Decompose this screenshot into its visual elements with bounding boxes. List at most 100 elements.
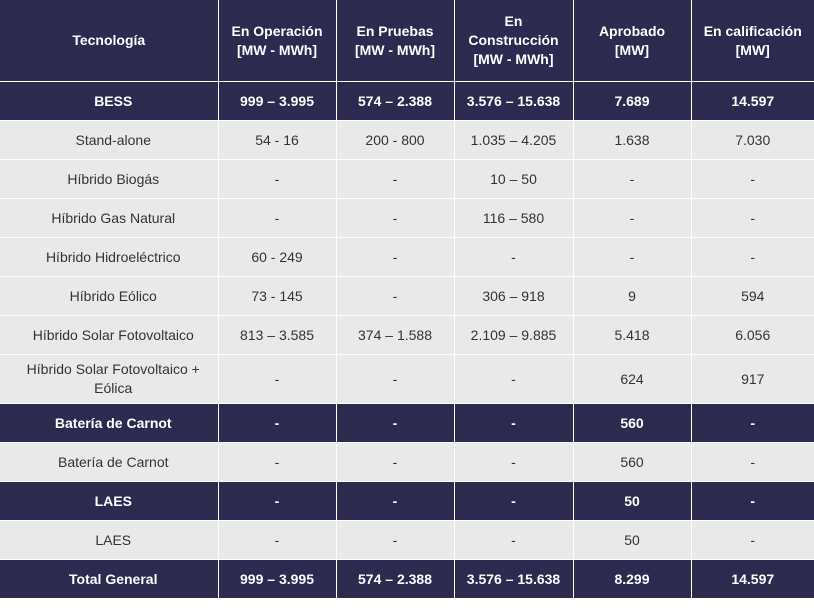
cell-under-construction: - [454,403,574,443]
header-in-qualification: En calificación [MW] [691,0,814,82]
table-row: Híbrido Biogás - - 10 – 50 - - [0,159,814,199]
cell-approved: 1.638 [573,120,692,160]
cell-in-testing: - [336,403,455,443]
cell-in-testing: - [336,159,455,199]
header-technology: Tecnología [0,0,219,82]
cell-in-operation: - [218,198,337,238]
cell-under-construction: - [454,442,574,482]
cell-in-qualification: 7.030 [691,120,814,160]
row-label: Híbrido Biogás [0,159,219,199]
cell-under-construction: 3.576 – 15.638 [454,559,574,598]
cell-under-construction: 10 – 50 [454,159,574,199]
cell-under-construction: - [454,237,574,277]
cell-under-construction: - [454,481,574,521]
cell-approved: - [573,198,692,238]
cell-in-qualification: - [691,442,814,482]
cell-approved: 5.418 [573,315,692,355]
cell-in-qualification: 6.056 [691,315,814,355]
cell-in-operation: 813 – 3.585 [218,315,337,355]
cell-under-construction: 116 – 580 [454,198,574,238]
cell-in-qualification: - [691,403,814,443]
cell-in-testing: - [336,481,455,521]
table-row: Híbrido Gas Natural - - 116 – 580 - - [0,198,814,238]
row-label: Híbrido Hidroeléctrico [0,237,219,277]
cell-in-operation: 73 - 145 [218,276,337,316]
header-in-operation: En Operación [MW - MWh] [218,0,337,82]
cell-in-testing: - [336,276,455,316]
row-label: LAES [0,481,219,521]
cell-in-operation: - [218,442,337,482]
cell-in-qualification: 14.597 [691,559,814,598]
row-label: Batería de Carnot [0,442,219,482]
header-in-testing: En Pruebas [MW - MWh] [336,0,455,82]
cell-approved: 50 [573,481,692,521]
header-row: Tecnología En Operación [MW - MWh] En Pru… [0,0,814,82]
row-label: Híbrido Gas Natural [0,198,219,238]
row-label: Stand-alone [0,120,219,160]
cell-in-operation: - [218,403,337,443]
cell-in-testing: - [336,198,455,238]
cell-in-testing: 200 - 800 [336,120,455,160]
cell-approved: 9 [573,276,692,316]
table-row: Batería de Carnot - - - 560 - [0,403,814,443]
cell-in-testing: - [336,237,455,277]
cell-in-qualification: - [691,520,814,560]
cell-approved: 50 [573,520,692,560]
cell-approved: - [573,237,692,277]
cell-in-testing: 574 – 2.388 [336,559,455,598]
cell-under-construction: 2.109 – 9.885 [454,315,574,355]
cell-under-construction: - [454,520,574,560]
table-row: Batería de Carnot - - - 560 - [0,442,814,482]
cell-approved: 7.689 [573,81,692,121]
table-row: LAES - - - 50 - [0,481,814,521]
cell-in-testing: 574 – 2.388 [336,81,455,121]
cell-in-operation: - [218,520,337,560]
cell-approved: 560 [573,442,692,482]
cell-in-qualification: - [691,481,814,521]
cell-approved: 624 [573,354,692,404]
header-under-construction: En Construcción [MW - MWh] [454,0,574,82]
cell-approved: 560 [573,403,692,443]
cell-in-testing: - [336,354,455,404]
table-row: Total General 999 – 3.995 574 – 2.388 3.… [0,559,814,598]
header-approved: Aprobado [MW] [573,0,692,82]
cell-in-qualification: 917 [691,354,814,404]
cell-in-operation: 999 – 3.995 [218,559,337,598]
cell-in-qualification: - [691,237,814,277]
row-label: LAES [0,520,219,560]
cell-in-qualification: - [691,198,814,238]
cell-under-construction: - [454,354,574,404]
row-label: BESS [0,81,219,121]
cell-in-operation: - [218,481,337,521]
cell-in-operation: - [218,159,337,199]
row-label: Híbrido Solar Fotovoltaico + Eólica [0,354,219,404]
cell-in-qualification: - [691,159,814,199]
cell-approved: - [573,159,692,199]
cell-under-construction: 3.576 – 15.638 [454,81,574,121]
row-label: Total General [0,559,219,598]
table-row: Híbrido Solar Fotovoltaico + Eólica - - -… [0,354,814,404]
cell-in-qualification: 14.597 [691,81,814,121]
cell-in-operation: - [218,354,337,404]
cell-under-construction: 1.035 – 4.205 [454,120,574,160]
table-row: Stand-alone 54 - 16 200 - 800 1.035 – 4.… [0,120,814,160]
row-label: Batería de Carnot [0,403,219,443]
cell-in-testing: - [336,442,455,482]
table-row: LAES - - - 50 - [0,520,814,560]
cell-in-qualification: 594 [691,276,814,316]
row-label: Híbrido Eólico [0,276,219,316]
cell-in-operation: 60 - 249 [218,237,337,277]
table-row: Híbrido Solar Fotovoltaico 813 – 3.585 3… [0,315,814,355]
table-row: Híbrido Hidroeléctrico 60 - 249 - - - - [0,237,814,277]
cell-in-testing: 374 – 1.588 [336,315,455,355]
cell-in-testing: - [336,520,455,560]
table-row: BESS 999 – 3.995 574 – 2.388 3.576 – 15.… [0,81,814,121]
cell-in-operation: 999 – 3.995 [218,81,337,121]
cell-approved: 8.299 [573,559,692,598]
cell-under-construction: 306 – 918 [454,276,574,316]
cell-in-operation: 54 - 16 [218,120,337,160]
row-label: Híbrido Solar Fotovoltaico [0,315,219,355]
table-row: Híbrido Eólico 73 - 145 - 306 – 918 9 59… [0,276,814,316]
